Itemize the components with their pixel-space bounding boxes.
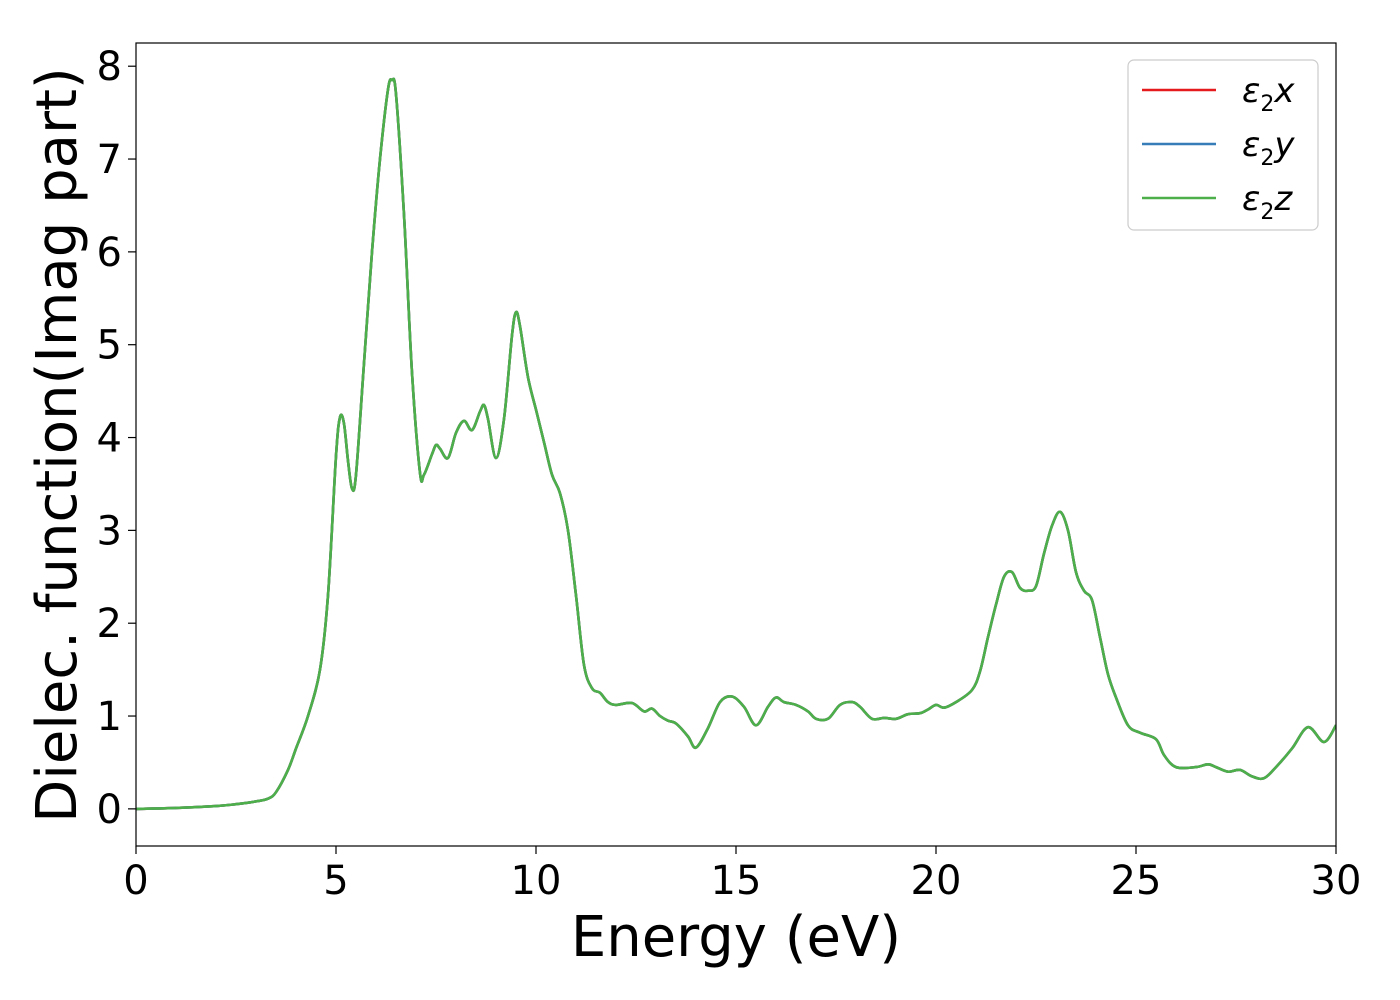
x-axis-label: Energy (eV) [571, 905, 901, 970]
x-axis-ticks: 0 5 10 15 20 25 30 [123, 846, 1361, 904]
y-tick-label: 4 [97, 416, 122, 462]
y-tick-label: 6 [97, 230, 122, 276]
y-tick-label: 5 [97, 323, 122, 369]
y-tick-label: 3 [97, 508, 122, 554]
x-tick-label: 10 [511, 858, 562, 904]
x-tick-label: 20 [911, 858, 962, 904]
x-tick-label: 25 [1111, 858, 1162, 904]
legend-frame [1127, 59, 1319, 231]
x-tick-label: 5 [323, 858, 348, 904]
y-tick-label: 8 [97, 44, 122, 90]
legend: ε2x ε2y ε2z [1127, 59, 1319, 231]
x-tick-label: 15 [711, 858, 762, 904]
series-layer [136, 77, 1336, 811]
x-tick-label: 30 [1311, 858, 1362, 904]
y-axis-label: Dielec. function(Imag part) [25, 67, 90, 823]
y-tick-label: 1 [97, 694, 122, 740]
series-line-3 [136, 77, 1336, 811]
legend-label-z: ε2z [1242, 179, 1293, 225]
x-tick-label: 0 [123, 858, 148, 904]
y-tick-label: 2 [97, 601, 122, 647]
y-tick-label: 7 [97, 137, 122, 183]
legend-label-x: ε2x [1242, 71, 1295, 117]
y-axis-ticks: 0 1 2 3 4 5 6 7 8 [97, 44, 136, 833]
legend-label-y: ε2y [1242, 125, 1295, 171]
y-tick-label: 0 [97, 787, 122, 833]
